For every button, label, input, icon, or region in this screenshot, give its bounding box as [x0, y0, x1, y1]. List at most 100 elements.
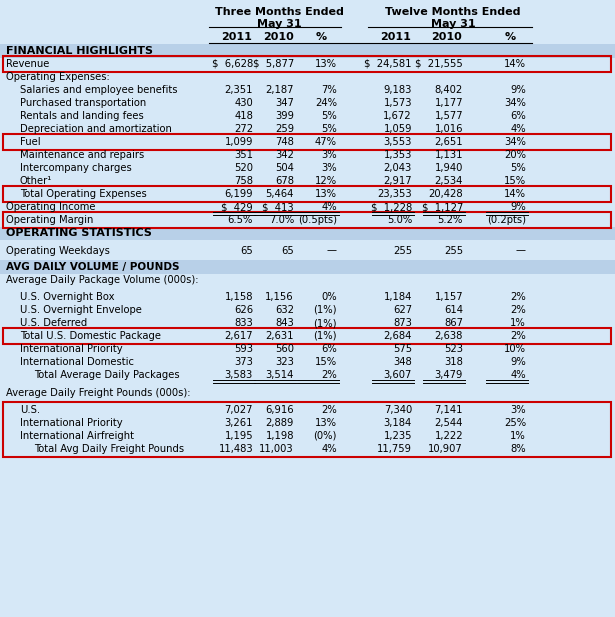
Text: Total U.S. Domestic Package: Total U.S. Domestic Package: [20, 331, 161, 341]
Text: 1%: 1%: [510, 431, 526, 441]
Text: 9%: 9%: [510, 202, 526, 212]
Text: 2,351: 2,351: [224, 85, 253, 95]
Text: Maintenance and repairs: Maintenance and repairs: [20, 150, 145, 160]
Text: 1,222: 1,222: [434, 431, 463, 441]
Text: 2%: 2%: [510, 331, 526, 341]
Text: Three Months Ended
May 31: Three Months Ended May 31: [215, 7, 343, 30]
Text: Operating Income: Operating Income: [6, 202, 95, 212]
Text: 14%: 14%: [504, 189, 526, 199]
Text: 2,638: 2,638: [435, 331, 463, 341]
Text: 13%: 13%: [315, 418, 337, 428]
Text: Total Avg Daily Freight Pounds: Total Avg Daily Freight Pounds: [34, 444, 184, 454]
Text: (1%): (1%): [314, 318, 337, 328]
Text: 1,016: 1,016: [435, 124, 463, 134]
Text: 1,157: 1,157: [434, 292, 463, 302]
Text: Average Daily Freight Pounds (000s):: Average Daily Freight Pounds (000s):: [6, 388, 191, 398]
Text: 523: 523: [444, 344, 463, 354]
Text: 1,131: 1,131: [435, 150, 463, 160]
Text: 10%: 10%: [504, 344, 526, 354]
Text: Operating Expenses:: Operating Expenses:: [6, 72, 109, 82]
Bar: [3, 402, 611, 457]
Text: $  6,628: $ 6,628: [212, 59, 253, 69]
Text: $  21,555: $ 21,555: [415, 59, 463, 69]
Text: U.S. Overnight Box: U.S. Overnight Box: [20, 292, 114, 302]
Text: 3,607: 3,607: [384, 370, 412, 380]
Text: 34%: 34%: [504, 98, 526, 108]
Text: 1,198: 1,198: [266, 431, 294, 441]
Text: 3,553: 3,553: [384, 137, 412, 147]
Text: Purchased transportation: Purchased transportation: [20, 98, 146, 108]
Text: 2,617: 2,617: [224, 331, 253, 341]
Text: 13%: 13%: [315, 59, 337, 69]
Text: International Priority: International Priority: [20, 418, 122, 428]
Text: 560: 560: [275, 344, 294, 354]
Text: 7,027: 7,027: [224, 405, 253, 415]
Text: 323: 323: [275, 357, 294, 367]
Text: 20,428: 20,428: [429, 189, 463, 199]
Text: 1%: 1%: [510, 318, 526, 328]
Text: Other¹: Other¹: [20, 176, 52, 186]
Text: 5%: 5%: [321, 111, 337, 121]
Text: Salaries and employee benefits: Salaries and employee benefits: [20, 85, 178, 95]
Text: 255: 255: [444, 246, 463, 255]
Bar: [0, 260, 615, 273]
Text: 1,573: 1,573: [384, 98, 412, 108]
Text: Twelve Months Ended
May 31: Twelve Months Ended May 31: [385, 7, 521, 30]
Text: 1,353: 1,353: [384, 150, 412, 160]
Bar: [3, 212, 611, 228]
Text: (0%): (0%): [314, 431, 337, 441]
Text: 25%: 25%: [504, 418, 526, 428]
Text: 0%: 0%: [322, 292, 337, 302]
Text: 11,003: 11,003: [260, 444, 294, 454]
Text: 3%: 3%: [510, 405, 526, 415]
Text: —: —: [327, 246, 337, 255]
Text: 2,889: 2,889: [266, 418, 294, 428]
Text: Total Average Daily Packages: Total Average Daily Packages: [34, 370, 180, 380]
Text: Rentals and landing fees: Rentals and landing fees: [20, 111, 144, 121]
Text: 15%: 15%: [504, 176, 526, 186]
Text: 1,158: 1,158: [224, 292, 253, 302]
Text: Total Operating Expenses: Total Operating Expenses: [20, 189, 147, 199]
Text: 14%: 14%: [504, 59, 526, 69]
Text: 1,099: 1,099: [224, 137, 253, 147]
Text: 8,402: 8,402: [435, 85, 463, 95]
Text: 11,483: 11,483: [218, 444, 253, 454]
Text: %: %: [504, 32, 515, 42]
Text: 4%: 4%: [510, 370, 526, 380]
Text: 5.2%: 5.2%: [438, 215, 463, 225]
Text: 2,544: 2,544: [435, 418, 463, 428]
Text: 418: 418: [234, 111, 253, 121]
Text: $  5,877: $ 5,877: [253, 59, 294, 69]
Text: 7%: 7%: [321, 85, 337, 95]
Text: 10,907: 10,907: [428, 444, 463, 454]
Text: Average Daily Package Volume (000s):: Average Daily Package Volume (000s):: [6, 275, 199, 285]
Text: 4%: 4%: [322, 202, 337, 212]
Text: International Airfreight: International Airfreight: [20, 431, 134, 441]
Text: 24%: 24%: [315, 98, 337, 108]
Text: 5,464: 5,464: [266, 189, 294, 199]
Text: 65: 65: [240, 246, 253, 255]
Text: 6.5%: 6.5%: [228, 215, 253, 225]
Text: 1,156: 1,156: [266, 292, 294, 302]
Text: Revenue: Revenue: [6, 59, 49, 69]
Text: (0.2pts): (0.2pts): [487, 215, 526, 225]
Text: $  1,127: $ 1,127: [422, 202, 463, 212]
Text: 4%: 4%: [510, 124, 526, 134]
Text: 272: 272: [234, 124, 253, 134]
Text: (1%): (1%): [314, 331, 337, 341]
Text: 5.0%: 5.0%: [387, 215, 412, 225]
Text: 1,195: 1,195: [224, 431, 253, 441]
Text: Intercompany charges: Intercompany charges: [20, 163, 132, 173]
Text: 2%: 2%: [510, 292, 526, 302]
Text: 520: 520: [234, 163, 253, 173]
Text: U.S. Overnight Envelope: U.S. Overnight Envelope: [20, 305, 142, 315]
Text: 2011: 2011: [381, 32, 411, 42]
Text: 2,043: 2,043: [384, 163, 412, 173]
Text: 23,353: 23,353: [378, 189, 412, 199]
Text: 2,187: 2,187: [266, 85, 294, 95]
Text: 504: 504: [275, 163, 294, 173]
Text: 758: 758: [234, 176, 253, 186]
Text: 2%: 2%: [321, 370, 337, 380]
Text: 1,672: 1,672: [383, 111, 412, 121]
Text: Fuel: Fuel: [20, 137, 41, 147]
